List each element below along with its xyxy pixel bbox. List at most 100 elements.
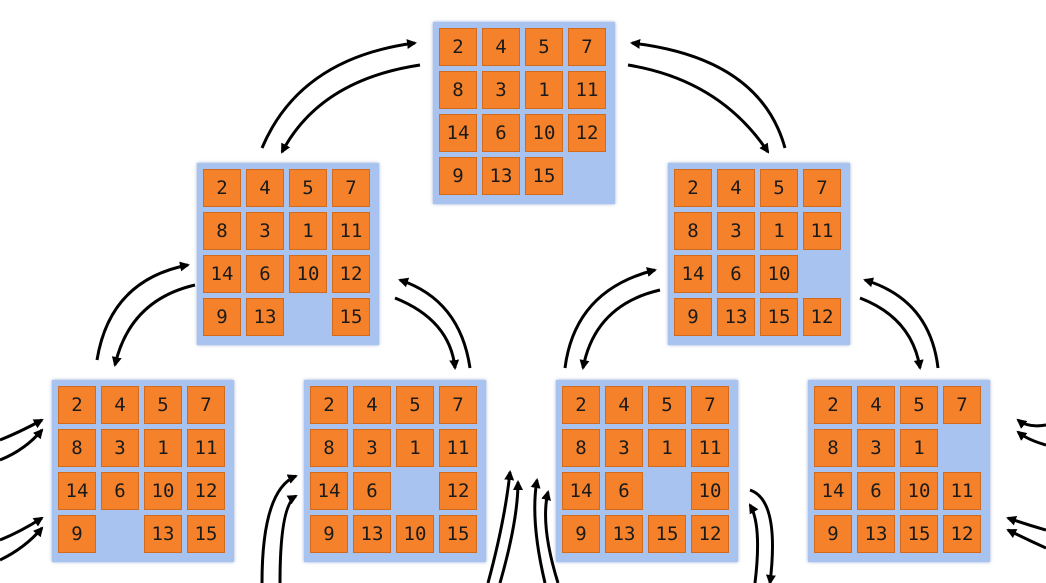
arrow-left-to-root xyxy=(260,39,417,149)
arrow-edge-left-1 xyxy=(0,418,44,442)
arrow-b5-to-right xyxy=(563,267,657,369)
puzzle-tile: 2 xyxy=(674,169,712,207)
puzzle-tile: 6 xyxy=(857,472,895,510)
puzzle-tile: 1 xyxy=(289,212,327,250)
puzzle-tile: 8 xyxy=(439,71,477,109)
puzzle-tile: 8 xyxy=(58,429,96,467)
puzzle-tile: 14 xyxy=(562,472,600,510)
puzzle-tile: 15 xyxy=(648,515,686,553)
puzzle-tile: 6 xyxy=(482,114,520,152)
puzzle-tile: 14 xyxy=(814,472,852,510)
arrow-right-to-b5 xyxy=(579,288,661,370)
puzzle-board-right-left: 2 4 5 7 8 3 1 11 14 6 10 9 13 15 12 xyxy=(556,380,738,562)
puzzle-tile: 9 xyxy=(58,515,96,553)
puzzle-tile: 10 xyxy=(900,472,938,510)
arrow-edge-right-1 xyxy=(1016,418,1046,429)
puzzle-tile: 11 xyxy=(803,212,841,250)
puzzle-tile: 15 xyxy=(525,157,563,195)
puzzle-tile: 4 xyxy=(101,386,139,424)
arrow-left-to-b4 xyxy=(394,296,460,370)
arrow-bottom-2 xyxy=(278,494,298,583)
arrow-bottom-7 xyxy=(749,488,776,583)
puzzle-board-root: 2 4 5 7 8 3 1 11 14 6 10 12 9 13 15 xyxy=(433,22,615,204)
puzzle-tile: 3 xyxy=(353,429,391,467)
arrow-edge-right-2 xyxy=(1016,430,1046,447)
puzzle-tile: 11 xyxy=(187,429,225,467)
puzzle-tile: 12 xyxy=(691,515,729,553)
puzzle-tile: 7 xyxy=(568,28,606,66)
puzzle-tile: 13 xyxy=(605,515,643,553)
arrow-right-to-b6 xyxy=(859,296,924,370)
puzzle-tile: 6 xyxy=(246,255,284,293)
puzzle-tile: 12 xyxy=(568,114,606,152)
puzzle-tile: 7 xyxy=(691,386,729,424)
puzzle-tile: 12 xyxy=(187,472,225,510)
puzzle-tile: 5 xyxy=(900,386,938,424)
puzzle-tile: 8 xyxy=(310,429,348,467)
arrow-b3-to-left xyxy=(95,261,190,361)
arrow-bottom-8 xyxy=(748,503,760,583)
puzzle-tile: 2 xyxy=(562,386,600,424)
puzzle-tile: 13 xyxy=(353,515,391,553)
puzzle-tile: 8 xyxy=(674,212,712,250)
puzzle-tile: 2 xyxy=(203,169,241,207)
puzzle-tile: 1 xyxy=(760,212,798,250)
puzzle-tile: 2 xyxy=(814,386,852,424)
puzzle-tile: 14 xyxy=(674,255,712,293)
puzzle-tile: 10 xyxy=(525,114,563,152)
arrow-bottom-4 xyxy=(498,480,523,583)
arrow-edge-right-4 xyxy=(1006,528,1046,550)
puzzle-tile: 3 xyxy=(857,429,895,467)
puzzle-tile: 11 xyxy=(568,71,606,109)
puzzle-tile: 14 xyxy=(203,255,241,293)
puzzle-tile: 12 xyxy=(332,255,370,293)
puzzle-tile: 5 xyxy=(144,386,182,424)
puzzle-board-left-right: 2 4 5 7 8 3 1 11 14 6 12 9 13 10 15 xyxy=(304,380,486,562)
arrow-b4-to-left xyxy=(398,277,472,369)
puzzle-tile: 1 xyxy=(396,429,434,467)
puzzle-tile: 9 xyxy=(439,157,477,195)
puzzle-tile: 10 xyxy=(289,255,327,293)
puzzle-tile: 13 xyxy=(717,298,755,336)
puzzle-tile: 15 xyxy=(760,298,798,336)
puzzle-tile: 15 xyxy=(439,515,477,553)
puzzle-tile: 13 xyxy=(246,298,284,336)
arrow-bottom-3 xyxy=(486,470,515,583)
puzzle-tile: 9 xyxy=(203,298,241,336)
puzzle-tile: 10 xyxy=(144,472,182,510)
puzzle-tile: 14 xyxy=(439,114,477,152)
puzzle-tile: 14 xyxy=(58,472,96,510)
puzzle-tile: 3 xyxy=(482,71,520,109)
puzzle-tile: 12 xyxy=(439,472,477,510)
puzzle-tile: 11 xyxy=(332,212,370,250)
puzzle-tile: 5 xyxy=(525,28,563,66)
puzzle-tile: 8 xyxy=(814,429,852,467)
puzzle-tile: 5 xyxy=(648,386,686,424)
arrow-edge-left-3 xyxy=(0,516,44,542)
puzzle-tile: 15 xyxy=(332,298,370,336)
puzzle-board-right: 2 4 5 7 8 3 1 11 14 6 10 9 13 15 12 xyxy=(668,163,850,345)
puzzle-tile: 11 xyxy=(943,472,981,510)
arrow-root-to-left xyxy=(280,63,421,154)
arrow-bottom-1 xyxy=(260,474,298,583)
puzzle-tile: 11 xyxy=(691,429,729,467)
puzzle-tile: 10 xyxy=(760,255,798,293)
arrow-b6-to-right xyxy=(863,277,940,369)
puzzle-tile: 3 xyxy=(605,429,643,467)
puzzle-tile: 15 xyxy=(187,515,225,553)
puzzle-tile: 8 xyxy=(203,212,241,250)
puzzle-tile: 1 xyxy=(900,429,938,467)
puzzle-tile: 5 xyxy=(289,169,327,207)
puzzle-tile: 6 xyxy=(353,472,391,510)
puzzle-tile: 15 xyxy=(900,515,938,553)
puzzle-tile: 4 xyxy=(353,386,391,424)
puzzle-tile: 12 xyxy=(943,515,981,553)
puzzle-tile: 8 xyxy=(562,429,600,467)
puzzle-tile: 12 xyxy=(803,298,841,336)
puzzle-tile: 4 xyxy=(482,28,520,66)
arrow-bottom-6 xyxy=(541,490,560,583)
arrow-edge-left-4 xyxy=(0,526,44,562)
puzzle-tile: 7 xyxy=(439,386,477,424)
puzzle-tile: 2 xyxy=(310,386,348,424)
arrow-right-to-root xyxy=(630,38,787,149)
